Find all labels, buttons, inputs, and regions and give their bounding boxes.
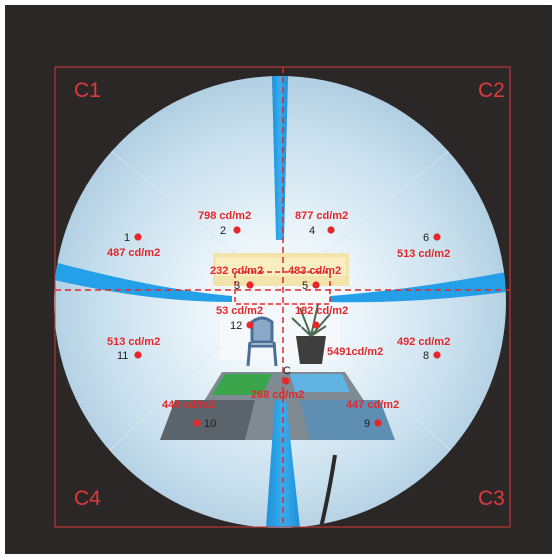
luminance-value-6: 513 cd/m2	[397, 248, 450, 260]
marker-2	[233, 226, 241, 234]
blue-tile	[290, 374, 350, 392]
point-number-4: 4	[309, 225, 315, 237]
luminance-value-4: 877 cd/m2	[295, 210, 348, 222]
marker-7	[312, 321, 320, 329]
luminance-value-8: 492 cd/m2	[397, 336, 450, 348]
corner-label-c4: C4	[74, 487, 101, 510]
luminance-value-3: 232 cd/m2	[210, 265, 263, 277]
marker-3	[246, 281, 254, 289]
marker-11	[134, 351, 142, 359]
point-number-6: 6	[423, 232, 429, 244]
center-label: C	[283, 365, 291, 377]
marker-1	[134, 233, 142, 241]
marker-6	[433, 233, 441, 241]
point-number-12: 12	[230, 320, 242, 332]
band-bottom	[266, 400, 300, 528]
luminance-value-7-secondary: 5491cd/m2	[327, 346, 383, 358]
green-tile	[212, 374, 272, 395]
point-number-9: 9	[364, 418, 370, 430]
luminance-value-center: 268 cd/m2	[251, 389, 304, 401]
band-top	[272, 76, 288, 240]
luminance-value-1: 487 cd/m2	[107, 247, 160, 259]
measurement-markers	[134, 226, 441, 427]
floor-blue-right	[300, 400, 395, 440]
marker-12	[246, 321, 254, 329]
marker-center	[282, 377, 290, 385]
point-number-8: 8	[423, 350, 429, 362]
window-glass	[216, 258, 346, 276]
point-number-2: 2	[220, 225, 226, 237]
marker-5	[312, 281, 320, 289]
corner-label-c2: C2	[478, 79, 505, 102]
marker-8	[433, 351, 441, 359]
luminance-value-9: 447 cd/m2	[346, 399, 399, 411]
point-number-3: 3	[234, 280, 240, 292]
point-number-5: 5	[302, 280, 308, 292]
corner-label-c3: C3	[478, 487, 505, 510]
point-number-10: 10	[204, 418, 216, 430]
luminance-value-11: 513 cd/m2	[107, 336, 160, 348]
point-number-11: 11	[117, 350, 128, 362]
band-right	[330, 272, 506, 303]
marker-9	[374, 419, 382, 427]
point-number-1: 1	[124, 232, 130, 244]
band-left	[54, 262, 232, 302]
luminance-value-12: 53 cd/m2	[216, 305, 263, 317]
luminance-value-7: 182 cd/m2	[295, 305, 348, 317]
potted-plant	[291, 303, 331, 364]
point-number-7: 7	[298, 321, 304, 333]
luminance-value-10: 448 cd/m2	[162, 399, 215, 411]
luminance-value-2: 798 cd/m2	[198, 210, 251, 222]
corner-label-c1: C1	[74, 79, 101, 102]
hose	[316, 454, 337, 528]
luminance-value-5: 483 cd/m2	[288, 265, 341, 277]
floor-dark-left	[160, 400, 255, 440]
chair	[246, 316, 278, 367]
marker-10	[193, 419, 201, 427]
marker-4	[327, 226, 335, 234]
